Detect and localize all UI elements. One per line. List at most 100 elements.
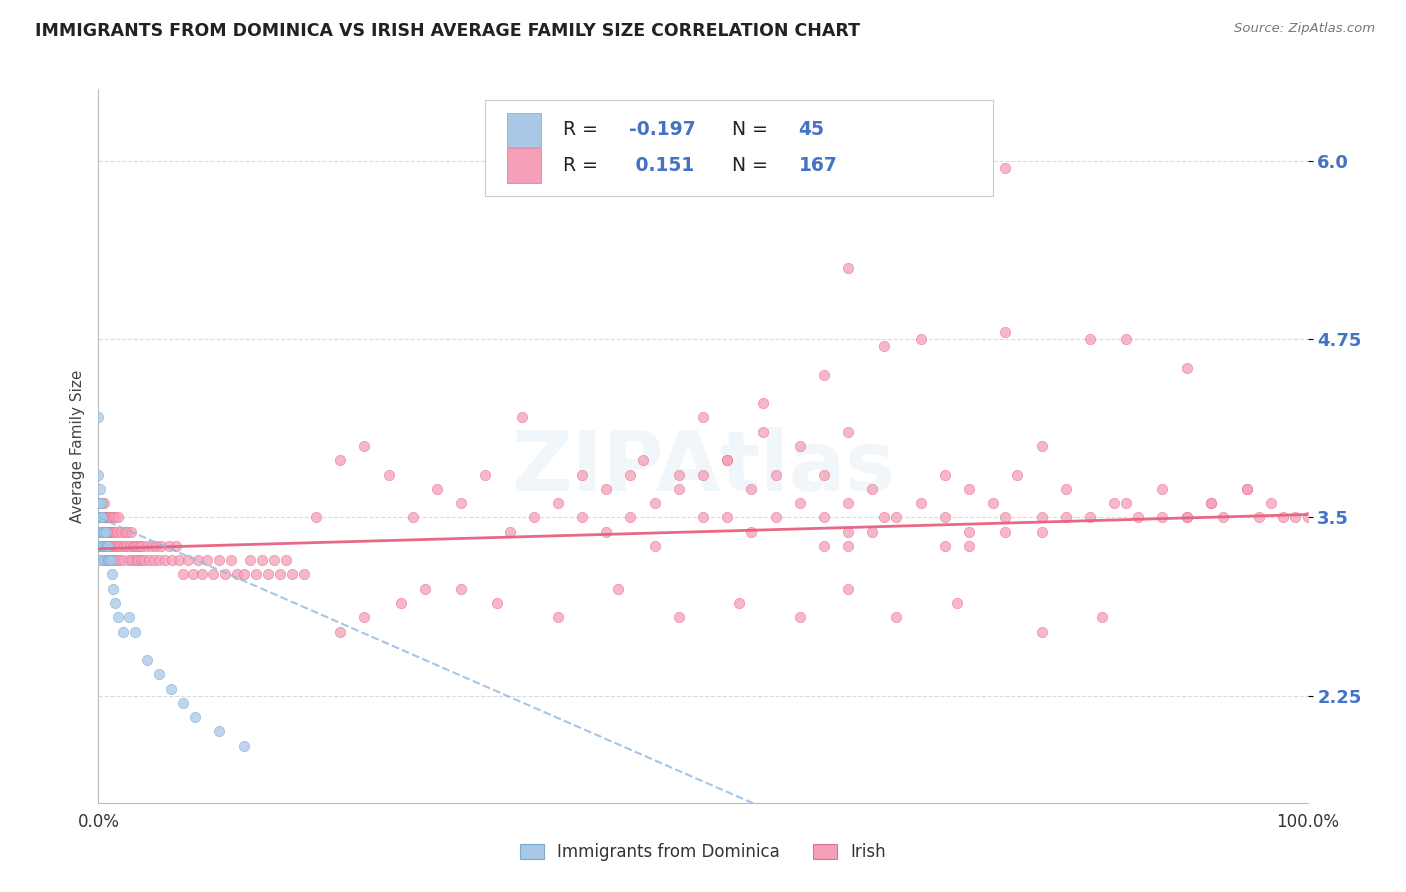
Point [232, 739, 254, 753]
Point [752, 425, 775, 439]
FancyBboxPatch shape [485, 100, 993, 196]
Point [101, 582, 124, 596]
Point [1007, 467, 1029, 482]
Point [1260, 496, 1282, 510]
Point [98, 524, 121, 539]
Text: IMMIGRANTS FROM DOMINICA VS IRISH AVERAGE FAMILY SIZE CORRELATION CHART: IMMIGRANTS FROM DOMINICA VS IRISH AVERAG… [35, 22, 860, 40]
Point [450, 496, 472, 510]
Point [148, 667, 170, 681]
Point [860, 482, 883, 496]
Point [329, 624, 352, 639]
Point [89, 510, 111, 524]
Point [450, 582, 472, 596]
Point [177, 553, 200, 567]
Text: R =: R = [562, 120, 598, 139]
Point [994, 325, 1017, 339]
Point [103, 553, 125, 567]
Point [115, 539, 138, 553]
Point [98, 510, 121, 524]
Point [127, 553, 149, 567]
Point [740, 524, 762, 539]
Point [141, 539, 163, 553]
Point [813, 467, 835, 482]
Point [547, 610, 569, 624]
Point [96, 539, 118, 553]
Point [1115, 332, 1137, 346]
Point [510, 410, 533, 425]
Point [181, 567, 204, 582]
Point [571, 467, 593, 482]
Point [910, 496, 932, 510]
Point [145, 539, 167, 553]
Point [96, 553, 118, 567]
Point [191, 567, 214, 582]
Point [353, 610, 375, 624]
Point [91, 524, 114, 539]
Point [1284, 510, 1306, 524]
Point [91, 510, 114, 524]
Point [94, 539, 117, 553]
Point [245, 567, 267, 582]
Point [138, 553, 160, 567]
Point [118, 610, 141, 624]
Point [214, 567, 236, 582]
Point [886, 610, 908, 624]
Point [89, 510, 111, 524]
Point [143, 553, 166, 567]
Point [165, 539, 187, 553]
Point [957, 482, 980, 496]
Text: 0.151: 0.151 [630, 156, 695, 175]
Point [98, 553, 121, 567]
Point [837, 496, 859, 510]
Point [97, 539, 120, 553]
Point [934, 510, 956, 524]
Point [93, 496, 115, 510]
Point [571, 510, 593, 524]
Point [789, 496, 811, 510]
Point [329, 453, 352, 467]
Point [91, 553, 114, 567]
Point [765, 510, 787, 524]
Point [104, 510, 127, 524]
Point [716, 453, 738, 467]
Point [1199, 496, 1222, 510]
Point [131, 539, 153, 553]
Point [110, 524, 132, 539]
Point [96, 553, 118, 567]
Point [114, 524, 136, 539]
Point [402, 510, 425, 524]
Point [91, 524, 114, 539]
Point [1272, 510, 1295, 524]
Point [813, 510, 835, 524]
Point [873, 510, 896, 524]
Point [169, 553, 191, 567]
Point [1102, 496, 1125, 510]
Point [1078, 332, 1101, 346]
Point [1296, 510, 1319, 524]
Point [716, 510, 738, 524]
Legend: Immigrants from Dominica, Irish: Immigrants from Dominica, Irish [516, 838, 890, 866]
Point [91, 496, 114, 510]
Point [860, 524, 883, 539]
Point [87, 553, 110, 567]
Point [96, 510, 118, 524]
Point [87, 410, 110, 425]
Point [1236, 482, 1258, 496]
Point [89, 510, 111, 524]
Point [631, 453, 654, 467]
Point [498, 524, 520, 539]
Point [125, 553, 148, 567]
Point [281, 567, 304, 582]
Point [93, 553, 115, 567]
Point [1152, 510, 1174, 524]
Text: 45: 45 [799, 120, 824, 139]
Text: N =: N = [733, 120, 768, 139]
Point [226, 567, 249, 582]
Point [607, 582, 630, 596]
Point [108, 553, 131, 567]
Point [112, 539, 135, 553]
Point [377, 467, 399, 482]
Point [87, 467, 110, 482]
Point [813, 539, 835, 553]
FancyBboxPatch shape [508, 112, 541, 147]
